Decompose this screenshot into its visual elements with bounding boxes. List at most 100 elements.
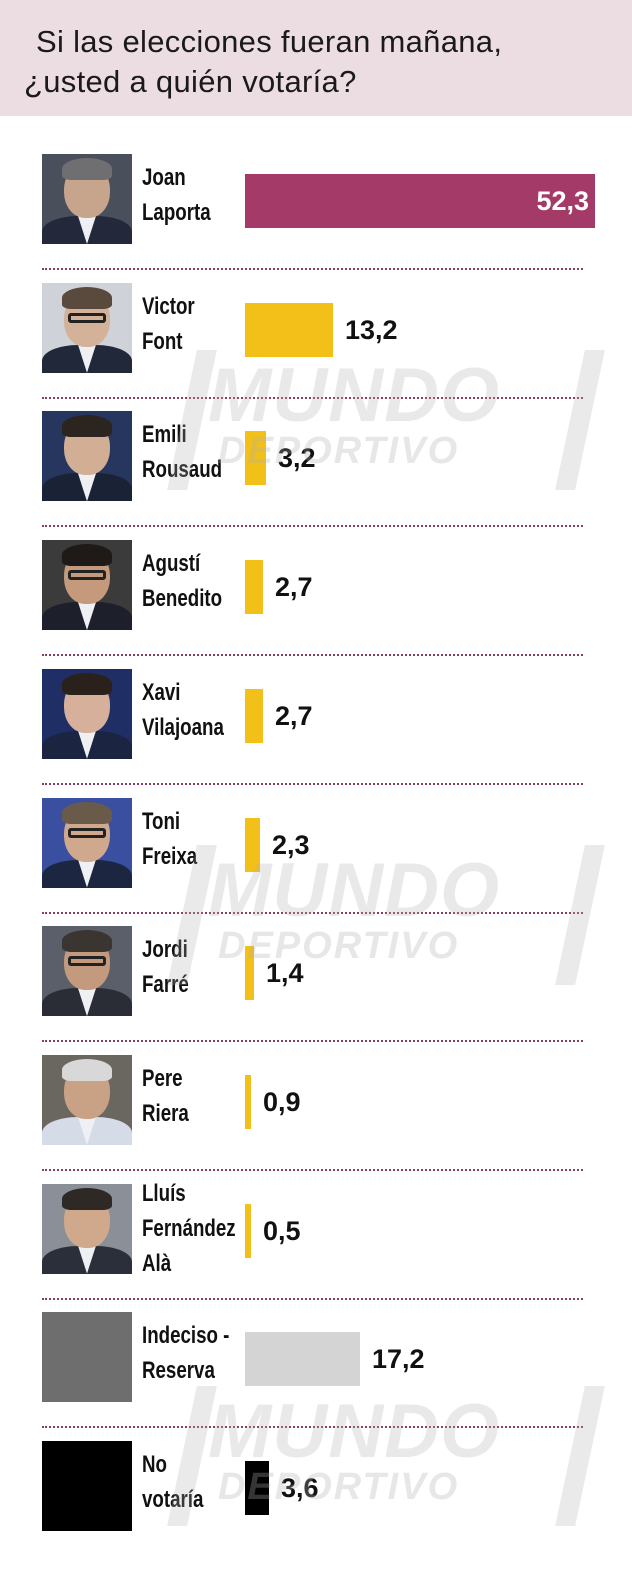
candidate-name-line: Fernández <box>142 1214 236 1242</box>
candidate-name-line: Lluís <box>142 1179 186 1207</box>
candidate-name-line: votaría <box>142 1486 204 1513</box>
candidate-name: Xavi Vilajoana <box>142 675 224 745</box>
candidate-photo <box>42 282 132 373</box>
chart-row: Agustí Benedito 2,7 <box>0 538 632 666</box>
photo-glasses <box>68 956 106 967</box>
candidate-name-line: Emili <box>142 421 187 449</box>
photo-hair <box>62 801 112 824</box>
photo-hair <box>62 158 112 180</box>
candidate-name-line: Reserva <box>142 1357 215 1385</box>
candidate-name-line: Joan <box>142 164 186 191</box>
candidate-name-line: Alà <box>142 1249 172 1277</box>
candidate-photo <box>42 797 132 888</box>
bar-no_vote <box>245 1461 269 1515</box>
candidate-name: Jordi Farré <box>142 932 189 1002</box>
candidate-name-line: Freixa <box>142 842 198 870</box>
photo-hair <box>62 415 112 438</box>
candidate-photo <box>42 540 132 631</box>
chart-title-line-1: Si las elecciones fueran mañana, <box>36 24 503 59</box>
candidate-photo <box>42 668 132 759</box>
chart-row: Jordi Farré 1,4 <box>0 924 632 1052</box>
row-divider <box>42 268 583 270</box>
bar-candidate <box>245 560 263 615</box>
candidate-name: Joan Laporta <box>142 160 211 230</box>
candidate-name: Agustí Benedito <box>142 546 222 616</box>
row-divider <box>42 1040 583 1042</box>
photo-glasses <box>68 312 106 323</box>
value-label: 0,5 <box>263 1215 301 1246</box>
value-label: 2,7 <box>275 572 313 603</box>
bar-candidate <box>245 1074 251 1129</box>
row-divider <box>42 912 583 914</box>
candidate-name: Indeciso - Reserva <box>142 1318 229 1388</box>
chart-row: No votaría 3,6 <box>0 1439 632 1567</box>
value-label: 0,9 <box>263 1086 301 1117</box>
row-divider <box>42 783 583 785</box>
candidate-name-line: No <box>142 1451 167 1478</box>
candidate-photo <box>42 154 132 244</box>
bar-candidate <box>245 817 260 872</box>
value-label: 3,6 <box>281 1473 319 1503</box>
photo-hair <box>62 544 112 567</box>
row-divider <box>42 1426 583 1428</box>
chart-row: Emili Rousaud 3,2 <box>0 409 632 537</box>
value-label: 17,2 <box>372 1344 425 1375</box>
photo-glasses <box>68 570 106 581</box>
value-label: 3,2 <box>278 443 316 474</box>
row-divider <box>42 1169 583 1171</box>
chart-row: Pere Riera 0,9 <box>0 1053 632 1181</box>
chart-row: Indeciso - Reserva 17,2 <box>0 1310 632 1438</box>
candidate-name-line: Vilajoana <box>142 713 224 741</box>
chart-header: Si las elecciones fueran mañana, ¿usted … <box>0 0 632 116</box>
candidate-name-line: Toni <box>142 807 181 835</box>
value-label: 52,3 <box>536 186 589 216</box>
candidate-name: Pere Riera <box>142 1061 189 1131</box>
row-divider <box>42 397 583 399</box>
candidate-name-line: Indeciso - <box>142 1322 230 1350</box>
value-label: 2,7 <box>275 700 313 731</box>
bar-candidate <box>245 431 266 486</box>
bar-candidate <box>245 302 333 357</box>
candidate-name-line: Riera <box>142 1099 189 1127</box>
photo-hair <box>62 672 112 695</box>
candidate-name: Victor Font <box>142 289 195 359</box>
row-divider <box>42 1298 583 1300</box>
photo-hair <box>62 930 112 953</box>
bar-leader <box>245 174 595 228</box>
no-vote-swatch <box>42 1441 132 1531</box>
candidate-photo <box>42 411 132 502</box>
row-divider <box>42 525 583 527</box>
chart-row: Joan Laporta 52,3 <box>0 152 632 280</box>
bar-undecided <box>245 1332 360 1387</box>
candidate-photo <box>42 1054 132 1145</box>
candidate-name-line: Pere <box>142 1064 183 1092</box>
candidate-name-line: Font <box>142 327 183 355</box>
candidate-name: Toni Freixa <box>142 804 197 874</box>
candidate-name-line: Laporta <box>142 199 211 226</box>
chart-row: Lluís Fernández Alà 0,5 <box>0 1180 632 1310</box>
chart-row: Xavi Vilajoana 2,7 <box>0 667 632 795</box>
candidate-name-line: Victor <box>142 292 195 320</box>
bar-candidate <box>245 688 263 743</box>
bar-candidate <box>245 1203 251 1258</box>
bar-candidate <box>245 946 254 1001</box>
value-label: 2,3 <box>272 829 310 860</box>
chart-row: Victor Font 13,2 <box>0 281 632 409</box>
candidate-name-line: Benedito <box>142 585 223 613</box>
candidate-name: No votaría <box>142 1447 203 1517</box>
value-label: 1,4 <box>266 958 304 989</box>
photo-hair <box>62 1187 112 1210</box>
candidate-name: Emili Rousaud <box>142 417 222 487</box>
candidate-name-line: Agustí <box>142 550 201 578</box>
candidate-name-line: Farré <box>142 971 189 999</box>
row-divider <box>42 654 583 656</box>
candidate-photo <box>42 1183 132 1274</box>
candidate-name-line: Xavi <box>142 678 181 706</box>
photo-glasses <box>68 827 106 838</box>
chart-row: Toni Freixa 2,3 <box>0 796 632 924</box>
candidate-photo <box>42 926 132 1017</box>
candidate-name-line: Jordi <box>142 936 188 964</box>
undecided-swatch <box>42 1312 132 1403</box>
candidate-name: Lluís Fernández Alà <box>142 1176 236 1281</box>
photo-hair <box>62 1058 112 1081</box>
